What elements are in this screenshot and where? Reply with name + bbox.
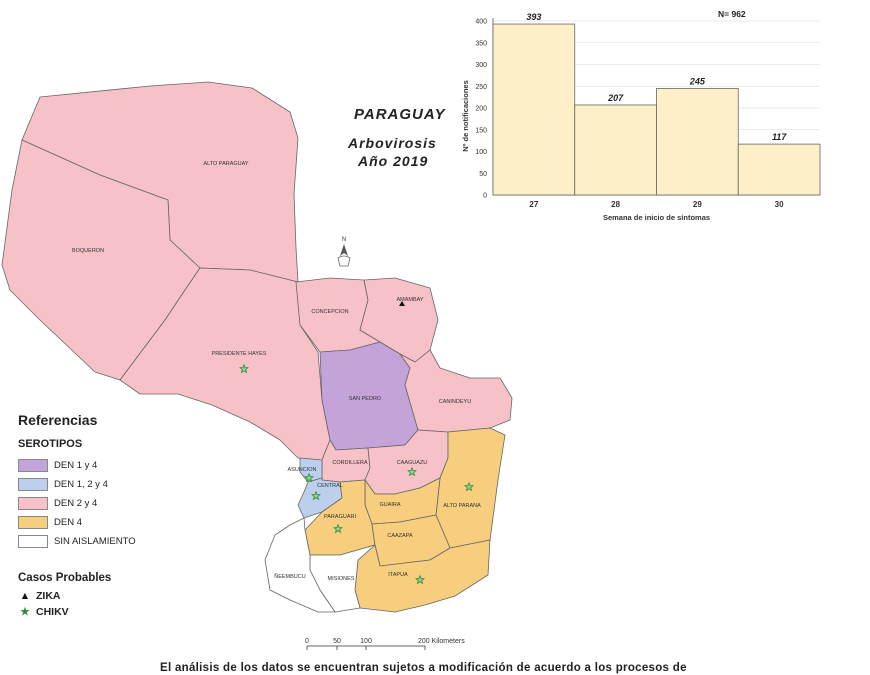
cases-legend: Casos Probables ▲ ZIKA ★ CHIKV: [18, 572, 111, 620]
legend-swatch: [18, 497, 48, 510]
legend-swatch: [18, 478, 48, 491]
region-label-itapua: ITAPUA: [388, 572, 408, 578]
y-tick-label: 300: [475, 62, 487, 69]
legend-swatch: [18, 535, 48, 548]
star-icon: ★: [20, 606, 30, 618]
region-label-caazapa: CAAZAPA: [387, 533, 413, 539]
chart-bar: [656, 88, 739, 196]
chikv-marker: [463, 481, 475, 492]
footer-note: El análisis de los datos se encuentran s…: [160, 662, 687, 674]
x-tick-label: 27: [529, 200, 538, 209]
x-tick-label: 30: [775, 200, 784, 209]
map-title: PARAGUAY: [354, 106, 446, 123]
legend-items: DEN 1 y 4 DEN 1, 2 y 4 DEN 2 y 4 DEN 4 SIN A…: [18, 456, 136, 551]
x-tick-label: 28: [611, 200, 620, 209]
bar-value-label: 117: [772, 132, 787, 142]
north-arrow: N: [337, 237, 351, 267]
region-label-amambay: AMAMBAY: [396, 297, 423, 303]
region-label-presidente-hayes: PRESIDENTE HAYES: [212, 351, 267, 357]
y-tick-label: 350: [475, 40, 487, 47]
bar-value-label: 207: [607, 93, 624, 103]
triangle-icon: ▲: [19, 590, 31, 602]
legend-item: DEN 4: [18, 513, 136, 532]
region-label-alto-parana: ALTO PARANA: [443, 503, 481, 509]
region-label-san-pedro: SAN PEDRO: [349, 396, 382, 402]
region-label-paraguari: PARAGUARI: [324, 514, 356, 520]
y-tick-label: 50: [479, 171, 487, 178]
legend-item: DEN 1, 2 y 4: [18, 475, 136, 494]
region-label-alto-paraguay: ALTO PARAGUAY: [203, 161, 248, 167]
legend: Referencias SEROTIPOS DEN 1 y 4 DEN 1, 2 …: [18, 412, 136, 551]
north-arrow-label: N: [342, 237, 346, 243]
chikv-marker: [332, 523, 344, 534]
case-label: CHIKV: [36, 606, 69, 618]
chikv-marker: [238, 363, 250, 374]
legend-label: SIN AISLAMIENTO: [54, 536, 136, 547]
chikv-marker: [303, 472, 315, 483]
scale-tick-50: 50: [333, 638, 341, 645]
scale-tick-200: 200 Kilometers: [418, 638, 465, 645]
chart-total-annotation: N= 962: [718, 9, 746, 19]
legend-label: DEN 2 y 4: [54, 498, 98, 509]
case-label: ZIKA: [36, 590, 61, 602]
legend-label: DEN 1 y 4: [54, 460, 98, 471]
region-label-canindeyu: CANINDEYU: [439, 399, 471, 405]
map-subtitle: Arbovirosis: [348, 135, 437, 151]
north-arrow-icon: [340, 244, 348, 256]
region-label-concepcion: CONCEPCION: [311, 309, 348, 315]
x-axis-label: Semana de inicio de síntomas: [603, 213, 710, 222]
map-year: Año 2019: [358, 153, 429, 169]
x-tick-label: 29: [693, 200, 702, 209]
chart-bar: [737, 143, 821, 196]
chikv-marker: [406, 466, 418, 477]
region-canindeyu: [399, 349, 513, 433]
region-label-cordillera: CORDILLERA: [332, 460, 367, 466]
scale-tick-0: 0: [305, 638, 309, 645]
case-item: ★ CHIKV: [18, 604, 111, 620]
legend-label: DEN 4: [54, 517, 82, 528]
chart-bar: [574, 104, 657, 196]
scale-tick-100: 100: [360, 638, 372, 645]
y-tick-label: 150: [475, 127, 487, 134]
legend-item: DEN 1 y 4: [18, 456, 136, 475]
cases-heading: Casos Probables: [18, 572, 112, 584]
zika-marker: [399, 301, 405, 306]
case-item: ▲ ZIKA: [18, 588, 111, 604]
y-axis-label: Nº de notificaciones: [461, 80, 470, 152]
legend-label: DEN 1, 2 y 4: [54, 479, 108, 490]
y-tick-label: 400: [475, 19, 487, 26]
region-label-asuncion: ASUNCION: [287, 467, 316, 473]
chikv-marker: [310, 490, 322, 501]
y-tick-label: 200: [475, 106, 487, 113]
notifications-bar-chart: 0 50 100 150 200 250 300 350 400 393 27 207 28 245 29 1…: [461, 9, 821, 222]
legend-item: SIN AISLAMIENTO: [18, 532, 136, 551]
bar-value-label: 393: [526, 12, 541, 22]
region-label-caaguazu: CAAGUAZU: [397, 460, 428, 466]
chart-bar: [492, 23, 576, 196]
legend-swatch: [18, 516, 48, 529]
serotypes-heading: SEROTIPOS: [18, 438, 83, 450]
scale-bar: 0 50 100 200 Kilometers: [305, 638, 465, 650]
region-neembucu: [264, 517, 336, 613]
bar-value-label: 245: [689, 76, 706, 86]
region-label-central: CENTRAL: [317, 483, 343, 489]
region-label-neembucu: ÑEEMBUCU: [274, 573, 306, 580]
y-tick-label: 100: [475, 149, 487, 156]
legend-heading: Referencias: [18, 412, 98, 428]
y-tick-label: 0: [483, 193, 487, 200]
region-label-guaira: GUAIRA: [379, 502, 400, 508]
y-tick-label: 250: [475, 84, 487, 91]
legend-item: DEN 2 y 4: [18, 494, 136, 513]
region-label-boqueron: BOQUERON: [72, 248, 104, 254]
case-items: ▲ ZIKA ★ CHIKV: [18, 588, 111, 620]
region-label-misiones: MISIONES: [328, 576, 355, 582]
legend-swatch: [18, 459, 48, 472]
chikv-marker: [414, 574, 426, 585]
